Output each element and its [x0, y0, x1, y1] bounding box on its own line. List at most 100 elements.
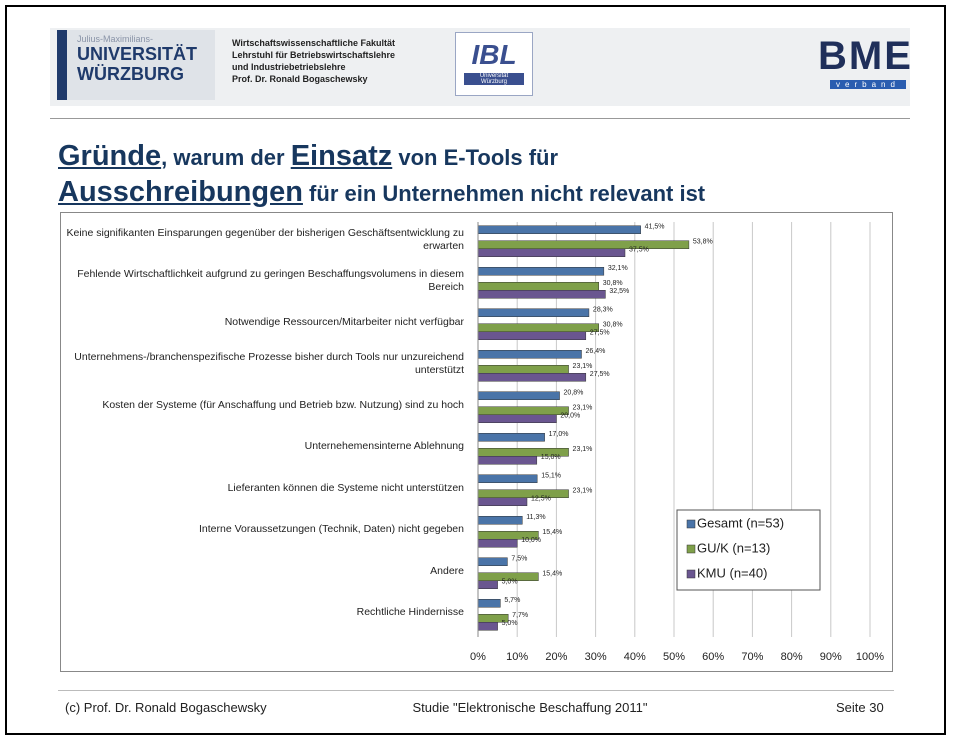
value-label: 41,5% [645, 224, 665, 231]
value-label: 15,4% [542, 571, 562, 578]
bar [477, 433, 545, 442]
value-label: 10,0% [521, 537, 541, 544]
value-label: 23,1% [573, 405, 593, 412]
value-label: 20,0% [560, 413, 580, 420]
legend-label: KMU (n=40) [697, 565, 767, 580]
bar [477, 474, 538, 483]
bar [477, 599, 501, 608]
value-label: 15,0% [541, 454, 561, 461]
chart-box [60, 212, 893, 672]
category-label: Lieferanten können die Systeme nicht unt… [227, 481, 464, 494]
x-tick-label: 50% [663, 651, 685, 663]
value-label: 27,5% [590, 330, 610, 337]
x-tick-label: 10% [506, 651, 528, 663]
value-label: 7,5% [511, 556, 527, 563]
value-label: 11,3% [526, 514, 545, 521]
title-emph: Ausschreibungen [58, 176, 303, 208]
bar [477, 240, 690, 249]
uni-line: UNIVERSITÄT [77, 44, 198, 64]
title-emph: Einsatz [290, 140, 393, 172]
value-label: 5,0% [502, 620, 518, 627]
footer-center: Studie "Elektronische Beschaffung 2011" [412, 700, 648, 715]
x-tick-label: 0% [470, 651, 486, 663]
category-label: Interne Voraussetzungen (Technik, Daten)… [198, 523, 464, 536]
category-label: Andere [430, 564, 464, 577]
bar [477, 290, 606, 299]
category-label: Unternehmens-/branchenspezifische Prozes… [74, 351, 464, 377]
value-label: 30,8% [603, 280, 623, 287]
value-label: 23,1% [573, 446, 593, 453]
faculty-line: Wirtschaftswissenschaftliche Fakultät [232, 38, 395, 48]
legend-swatch [686, 544, 696, 554]
bme-sub: verband [830, 80, 906, 89]
legend-swatch [686, 569, 696, 579]
legend-box [676, 509, 821, 591]
uni-line: Julius-Maximilians- [77, 34, 154, 44]
uni-logo: Julius-Maximilians- UNIVERSITÄT WÜRZBURG [57, 30, 215, 100]
value-label: 17,0% [549, 431, 569, 438]
category-label: Fehlende Wirtschaftlichkeit aufgrund zu … [77, 268, 464, 294]
x-tick-label: 20% [545, 651, 567, 663]
value-label: 26,4% [585, 348, 605, 355]
footer-right: Seite 30 [836, 700, 884, 715]
value-label: 5,0% [502, 579, 518, 586]
bar [477, 365, 569, 374]
value-label: 27,5% [590, 371, 610, 378]
bar [477, 414, 557, 423]
value-label: 30,8% [603, 322, 623, 329]
bar [477, 489, 569, 498]
footer-rule [58, 690, 894, 691]
faculty-line: Prof. Dr. Ronald Bogaschewsky [232, 74, 368, 84]
value-label: 37,5% [629, 247, 649, 254]
bar [477, 373, 587, 382]
legend-swatch [686, 519, 696, 529]
faculty-line: Lehrstuhl für Betriebswirtschaftslehre [232, 50, 396, 60]
bar [477, 323, 599, 332]
value-label: 23,1% [573, 488, 593, 495]
legend-label: Gesamt (n=53) [697, 515, 784, 530]
bar [477, 516, 523, 525]
title-emph: Gründe [58, 140, 162, 172]
category-label: Notwendige Ressourcen/Mitarbeiter nicht … [224, 315, 464, 328]
bar [477, 331, 587, 340]
ibl-text: IBL [471, 39, 517, 70]
category-label: Keine signifikanten Einsparungen gegenüb… [66, 226, 464, 252]
value-label: 20,8% [564, 390, 584, 397]
title-line: Ausschreibungen für ein Unternehmen nich… [58, 176, 705, 209]
value-label: 15,4% [542, 529, 562, 536]
bar [477, 267, 605, 276]
value-label: 32,1% [608, 265, 628, 272]
value-label: 15,1% [541, 473, 561, 480]
ibl-logo: IBL Universität Würzburg [455, 32, 533, 96]
faculty-line: und Industriebetriebslehre [232, 62, 346, 72]
x-tick-label: 70% [741, 651, 763, 663]
category-label: Rechtliche Hindernisse [356, 606, 464, 619]
x-tick-label: 90% [820, 651, 842, 663]
bar [477, 622, 498, 631]
value-label: 7,7% [512, 612, 528, 619]
bar [477, 580, 498, 589]
ibl-sub: Universität [464, 73, 524, 79]
title-text: für ein Unternehmen nicht relevant ist [302, 181, 706, 206]
title-text: von E-Tools für [392, 145, 559, 170]
value-label: 28,3% [593, 307, 613, 314]
header-rule [50, 118, 910, 119]
x-tick-label: 80% [781, 651, 803, 663]
bar [477, 282, 599, 291]
bar [477, 308, 590, 317]
category-label: Kosten der Systeme (für Anschaffung und … [102, 398, 464, 411]
bar [477, 539, 518, 548]
bar [477, 391, 560, 400]
bar [477, 456, 538, 465]
bar [477, 225, 641, 234]
bme-logo: BME verband [818, 34, 911, 98]
bar [477, 497, 528, 506]
value-label: 5,7% [504, 597, 520, 604]
bar [477, 248, 626, 257]
value-label: 32,5% [609, 288, 629, 295]
title-line: Gründe, warum der Einsatz von E-Tools fü… [58, 140, 558, 173]
legend-label: GU/K (n=13) [697, 540, 770, 555]
